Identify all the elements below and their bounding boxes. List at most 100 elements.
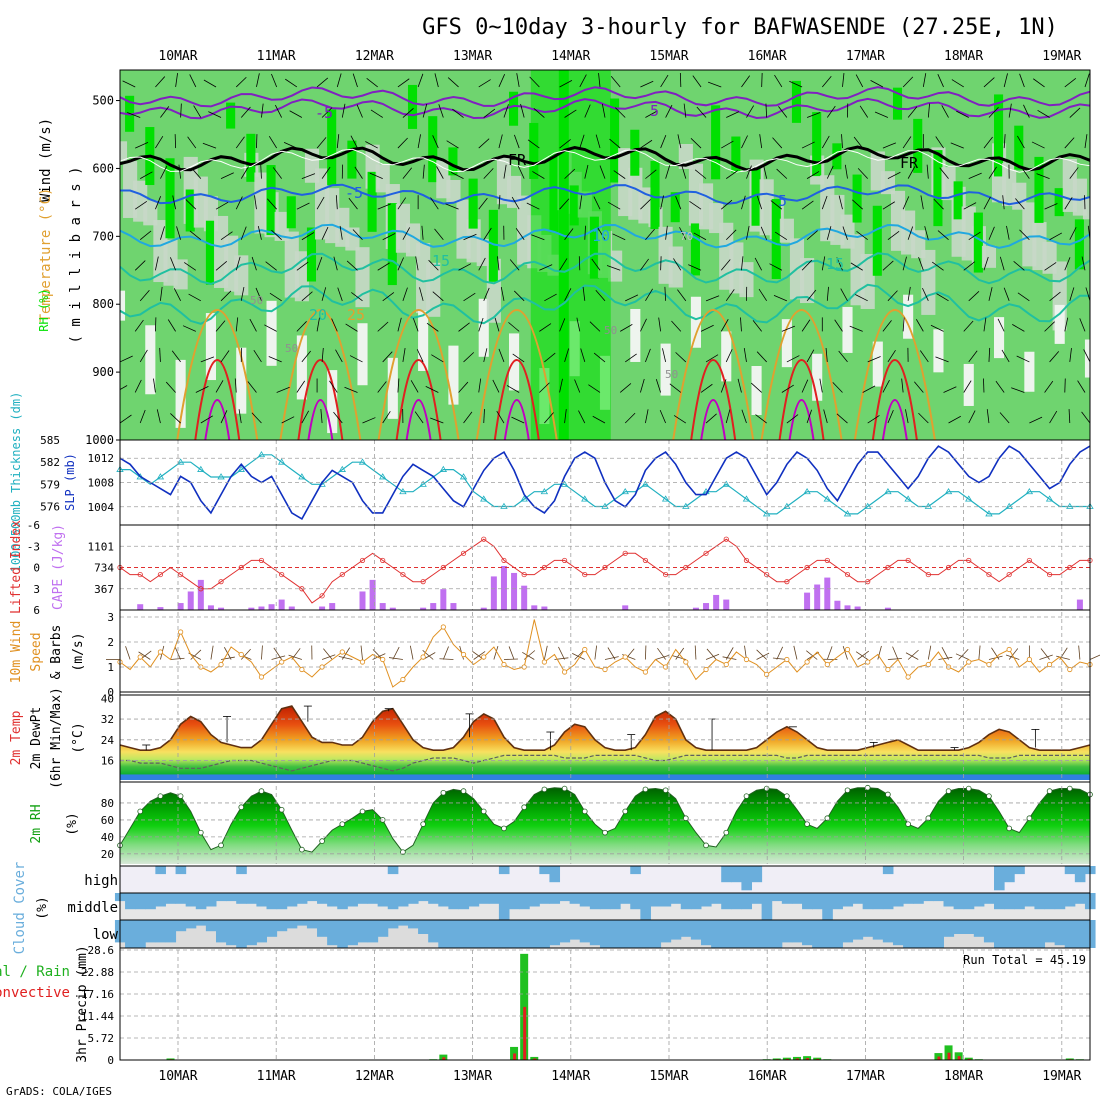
- rh-patch-pale: [296, 335, 307, 400]
- wind-speed-marker: [986, 661, 992, 668]
- wind-speed-marker: [1046, 661, 1053, 668]
- wind-barb: [821, 256, 826, 271]
- wind-barb: [855, 294, 868, 302]
- rh-patch-pale: [781, 319, 792, 368]
- date-label-top: 17MAR: [846, 49, 885, 64]
- cloud-bar: [195, 920, 207, 926]
- wind-barb: [1069, 107, 1081, 118]
- wind-barb: [914, 381, 924, 393]
- wind-barb: [200, 415, 214, 424]
- temp-contour-line: [120, 97, 1090, 120]
- wind-barb: [655, 379, 662, 393]
- wind-barb: [268, 135, 278, 149]
- lifted-index-marker: [481, 536, 487, 542]
- wind-barb: [191, 167, 202, 179]
- surface-wind-barb: [388, 657, 403, 660]
- cloud-bar: [1004, 866, 1015, 883]
- rh-patch-pale: [418, 311, 429, 372]
- wind-barb: [915, 319, 924, 332]
- wind-barb: [963, 261, 976, 271]
- wind-barb: [1017, 292, 1030, 302]
- wind-barb: [1044, 203, 1058, 210]
- wind-barb: [155, 135, 164, 149]
- wind-speed-marker: [238, 651, 244, 658]
- wind-barb: [341, 103, 346, 118]
- wind-barb: [772, 137, 783, 149]
- wind-barb: [432, 135, 439, 149]
- wind-barb: [268, 356, 282, 363]
- thickness-marker: [601, 502, 609, 509]
- cape-tick-label: 734: [94, 562, 114, 575]
- surface-wind-barb: [991, 647, 1000, 660]
- rh-marker: [319, 838, 325, 844]
- wind-barb: [193, 105, 202, 118]
- wind-barb: [986, 409, 990, 424]
- rh-marker: [420, 821, 426, 827]
- wind-barb: [497, 256, 500, 271]
- rh-marker: [137, 808, 144, 815]
- wind-barb: [902, 317, 905, 332]
- lifted-index-tick-label: -3: [27, 540, 40, 553]
- wind-barb: [597, 227, 606, 240]
- wind-barb: [963, 320, 974, 332]
- wind-barb: [1069, 347, 1072, 362]
- slp-axis-label: SLP (mb): [63, 453, 77, 511]
- cloud-bar: [933, 920, 944, 948]
- wind-barb: [1016, 355, 1030, 363]
- upper-air-panel: -5 5 FR FR -5 5 10 15 15 20 25 50 50 50 50 70: [120, 70, 1090, 440]
- wind-barb: [624, 353, 637, 363]
- wind-barb: [823, 409, 828, 424]
- wind-speed-marker: [258, 674, 265, 680]
- wind-barb: [752, 320, 762, 332]
- wind-barb: [1069, 167, 1079, 179]
- wind-barb: [1037, 109, 1050, 118]
- wind-barb: [887, 349, 896, 363]
- cloud-bar: [892, 893, 904, 907]
- wind-barb: [579, 134, 585, 149]
- wind-barb: [937, 74, 944, 88]
- rh-tick-label: 60: [101, 814, 114, 827]
- lifted-index-marker: [784, 579, 790, 585]
- cloud-bar: [670, 920, 682, 940]
- rh-patch-moist: [407, 84, 418, 129]
- cloud-bar: [418, 893, 429, 902]
- wind-barb: [559, 198, 570, 210]
- rh-marker: [400, 849, 406, 855]
- rh-patch-moist: [509, 91, 519, 126]
- surface-wind-barb: [1039, 654, 1053, 660]
- contour-label: 25: [347, 306, 365, 324]
- lifted-index-marker: [703, 550, 709, 556]
- cloud-bar: [943, 920, 955, 937]
- wind-barb: [1044, 380, 1054, 393]
- precip-convective-bar: [816, 1058, 820, 1060]
- wind-barb: [1019, 73, 1025, 88]
- surface-wind-barb: [826, 646, 833, 660]
- wind-barb: [705, 354, 719, 363]
- rh-fill-area: [120, 787, 1090, 864]
- wind-speed-marker: [460, 651, 467, 658]
- wind-barb: [134, 201, 148, 210]
- wind-barb: [220, 410, 228, 424]
- wind-barb: [726, 170, 738, 179]
- wind-barb: [1081, 411, 1090, 424]
- wind-barb: [321, 166, 331, 179]
- rh-marker: [541, 786, 548, 793]
- rh-marker: [258, 788, 265, 794]
- wind-barb: [640, 80, 654, 88]
- lifted-index-marker: [359, 557, 366, 564]
- thickness-marker: [540, 487, 549, 495]
- precip-convective-bar: [513, 1053, 517, 1060]
- wind-barb: [170, 413, 181, 424]
- cloud-bar: [448, 893, 459, 910]
- wind-speed-marker: [481, 654, 487, 660]
- surface-wind-barb: [776, 646, 784, 660]
- cloud-bar: [994, 893, 1005, 910]
- surface-wind-barb: [806, 650, 818, 660]
- wind-barb: [769, 263, 783, 271]
- chart-title: GFS 0~10day 3-hourly for BAFWASENDE (27.…: [422, 15, 1058, 40]
- wind-barb: [478, 138, 490, 149]
- wind-barb: [781, 384, 794, 393]
- wind-barb: [240, 287, 245, 301]
- footer-credit: GrADS: COLA/IGES: [6, 1085, 112, 1098]
- cloud-level-label: high: [84, 873, 118, 889]
